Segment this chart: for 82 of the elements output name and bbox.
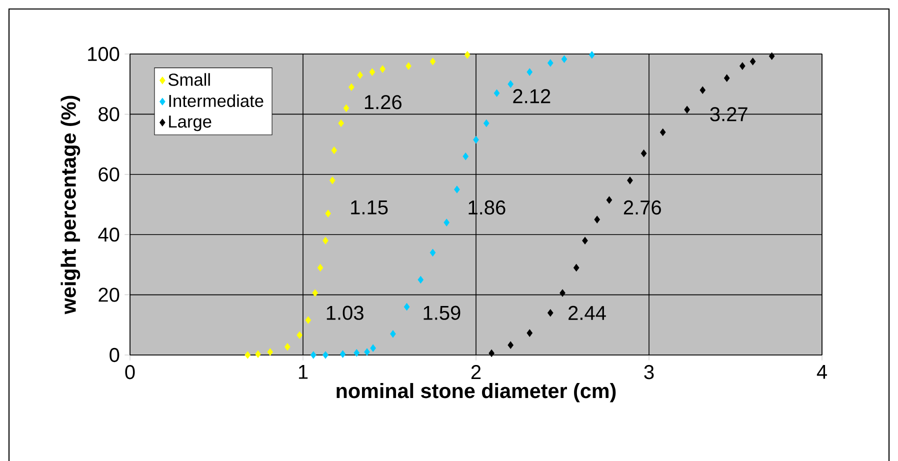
x-tick-label: 2 (471, 365, 481, 380)
y-tick-label: 60 (98, 167, 120, 182)
point (484, 119, 490, 127)
legend-label: Intermediate (169, 94, 264, 108)
point (354, 349, 360, 357)
point (322, 236, 328, 244)
point (700, 86, 706, 94)
point (312, 289, 318, 297)
point (406, 62, 412, 70)
point (526, 329, 533, 337)
point (594, 216, 600, 224)
y-axis-title: weight percentage (%) (60, 96, 80, 314)
point (768, 52, 775, 60)
point (740, 62, 746, 70)
point (364, 348, 370, 356)
point (573, 264, 580, 272)
point (322, 351, 328, 359)
point (343, 104, 350, 112)
x-tick-label: 4 (816, 365, 827, 379)
point (340, 350, 346, 358)
point (561, 55, 568, 63)
point (488, 349, 494, 357)
y-tick-label: 40 (98, 228, 120, 242)
annotation: 1.03 (326, 306, 364, 320)
point (296, 331, 302, 339)
point (582, 236, 588, 244)
point (305, 316, 312, 324)
x-tick-label: 3 (644, 365, 654, 380)
point (430, 58, 436, 66)
point (560, 289, 566, 297)
x-axis-title: nominal stone diameter (cm) (336, 383, 616, 402)
point (317, 264, 324, 272)
point (325, 210, 331, 218)
point (348, 83, 354, 91)
y-tick-label: 100 (88, 46, 120, 62)
annotation: 1.59 (424, 306, 460, 320)
annotation: 1.15 (351, 200, 388, 214)
legend-label: Large (169, 116, 212, 132)
y-tick-label: 0 (110, 348, 120, 362)
point (627, 176, 633, 184)
point (508, 341, 514, 349)
point (606, 196, 612, 204)
point (418, 276, 424, 284)
point (684, 106, 690, 114)
point (310, 351, 316, 359)
point (640, 150, 647, 158)
point (494, 89, 500, 97)
point (357, 71, 363, 79)
point (660, 128, 666, 136)
x-tick-label: 0 (125, 365, 135, 380)
point (589, 51, 595, 59)
point (464, 51, 470, 59)
point (508, 80, 514, 88)
y-tick-label: 20 (98, 288, 120, 302)
point (473, 136, 479, 144)
point (548, 309, 554, 317)
point (284, 343, 290, 351)
point (454, 186, 460, 194)
point (338, 119, 344, 127)
point (255, 350, 261, 358)
point (724, 74, 730, 82)
point (370, 344, 376, 352)
point (380, 65, 386, 73)
point (430, 248, 436, 256)
x-tick-label: 1 (298, 365, 308, 379)
legend-label: Small (168, 73, 210, 86)
point (462, 152, 468, 160)
point (330, 176, 336, 184)
annotation: 2.12 (513, 89, 550, 104)
y-tick-label: 80 (98, 107, 120, 122)
point (369, 68, 376, 76)
annotation: 2.44 (568, 306, 606, 320)
point (244, 351, 251, 359)
point (331, 146, 338, 154)
point (390, 330, 396, 338)
point (267, 348, 274, 356)
point (404, 303, 410, 311)
point (750, 58, 756, 66)
point (548, 59, 554, 67)
point (444, 218, 450, 226)
annotation: 1.26 (364, 95, 402, 110)
point (526, 68, 533, 76)
